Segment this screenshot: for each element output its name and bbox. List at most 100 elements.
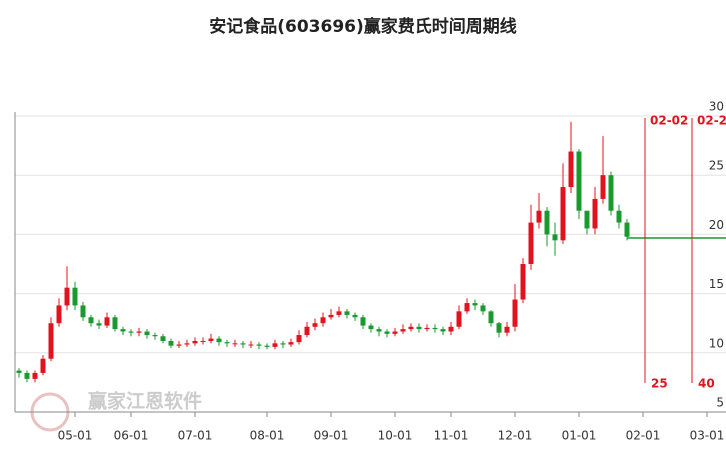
candle-body <box>120 329 126 332</box>
x-tick-label: 08-01 <box>250 429 285 443</box>
x-tick-label: 05-01 <box>58 429 93 443</box>
candle-body <box>208 338 214 341</box>
candle-body <box>200 340 206 342</box>
candle-body <box>16 370 22 373</box>
candle-body <box>248 344 254 346</box>
y-tick-label: 30 <box>709 100 724 114</box>
candle-body <box>440 329 446 332</box>
candle-body <box>112 317 118 330</box>
candle-body <box>256 344 262 346</box>
candle-body <box>64 287 70 306</box>
candle-body <box>416 326 422 330</box>
candle-body <box>336 311 342 315</box>
candle-body <box>56 305 62 324</box>
candle-body <box>616 210 622 223</box>
candle-body <box>544 210 550 235</box>
x-tick-label: 01-01 <box>562 429 597 443</box>
candle-body <box>24 372 30 379</box>
candle-body <box>504 326 510 333</box>
candle-body <box>224 342 230 344</box>
candle-body <box>168 340 174 346</box>
candle-body <box>408 326 414 330</box>
candle-body <box>520 264 526 300</box>
x-tick-label: 07-01 <box>178 429 213 443</box>
candle-body <box>320 317 326 324</box>
candle-body <box>512 299 518 327</box>
candle-body <box>240 343 246 345</box>
x-tick-label: 10-01 <box>378 429 413 443</box>
candle-body <box>456 311 462 327</box>
candle-body <box>304 326 310 336</box>
candle-body <box>280 343 286 345</box>
cycle-count: 25 <box>651 377 668 391</box>
x-tick-label: 02-01 <box>626 429 661 443</box>
candle-body <box>472 303 478 306</box>
candle-body <box>448 326 454 332</box>
candle-body <box>432 327 438 330</box>
chart-title: 安记食品(603696)赢家费氏时间周期线 <box>209 16 517 37</box>
candle-body <box>96 323 102 326</box>
y-tick-label: 20 <box>709 218 724 232</box>
x-tick-label: 09-01 <box>314 429 349 443</box>
y-tick-label: 15 <box>709 277 724 291</box>
candle-body <box>136 331 142 333</box>
candle-body <box>184 343 190 345</box>
candle-body <box>72 287 78 306</box>
y-tick-label: 25 <box>709 159 724 173</box>
candle-body <box>104 317 110 326</box>
candle-body <box>592 198 598 229</box>
candle-body <box>216 338 222 343</box>
candle-body <box>384 331 390 334</box>
candle-body <box>88 317 94 324</box>
candle-body <box>360 317 366 326</box>
x-tick-label: 06-01 <box>114 429 149 443</box>
candle-body <box>32 372 38 379</box>
candle-body <box>192 340 198 344</box>
candle-body <box>608 175 614 211</box>
candle-body <box>368 325 374 330</box>
candle-body <box>488 311 494 324</box>
candle-body <box>552 234 558 241</box>
candle-body <box>464 303 470 312</box>
candle-body <box>296 335 302 343</box>
candle-body <box>160 336 166 341</box>
candle-body <box>288 342 294 345</box>
candle-body <box>272 343 278 347</box>
candle-body <box>528 222 534 264</box>
candle-body <box>496 323 502 333</box>
candle-body <box>128 331 134 333</box>
candle-body <box>480 305 486 312</box>
candle-body <box>400 329 406 332</box>
candle-body <box>40 358 46 373</box>
cycle-count: 40 <box>698 377 715 391</box>
y-tick-label: 5 <box>716 396 724 410</box>
candle-body <box>352 314 358 318</box>
candle-body <box>312 323 318 327</box>
candle-body <box>568 151 574 188</box>
y-tick-label: 10 <box>709 336 724 350</box>
candle-body <box>264 345 270 347</box>
candle-body <box>328 314 334 318</box>
watermark: 赢家江恩软件 <box>88 390 202 413</box>
x-tick-label: 12-01 <box>498 429 533 443</box>
candle-body <box>424 327 430 330</box>
candle-body <box>232 343 238 345</box>
candle-body <box>344 311 350 315</box>
candle-body <box>152 335 158 337</box>
candle-body <box>144 331 150 336</box>
x-tick-label: 11-01 <box>434 429 469 443</box>
candle-body <box>576 151 582 211</box>
cycle-date: 02-23 <box>697 114 726 128</box>
candle-body <box>80 305 86 318</box>
candle-body <box>560 187 566 241</box>
cycle-date: 02-02 <box>650 114 688 128</box>
candle-body <box>600 175 606 199</box>
x-tick-label: 03-01 <box>690 429 725 443</box>
candle-body <box>624 222 630 237</box>
candle-body <box>48 323 54 359</box>
candle-body <box>536 210 542 223</box>
candle-body <box>392 331 398 334</box>
candle-body <box>584 210 590 229</box>
candle-body <box>376 329 382 332</box>
